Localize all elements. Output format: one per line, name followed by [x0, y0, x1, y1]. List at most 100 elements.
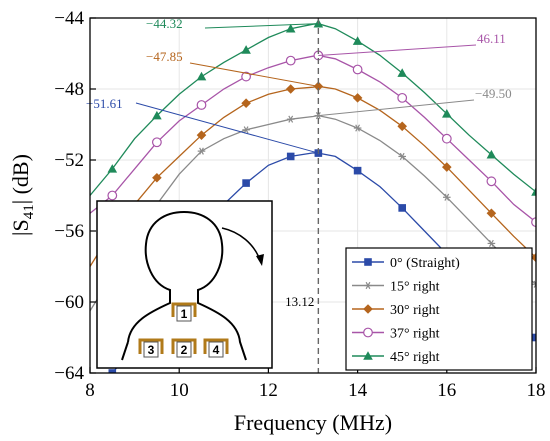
point-4-19 — [486, 149, 497, 159]
legend-entry-4: 45° right — [352, 350, 440, 365]
y-axis-title-main: |S — [8, 219, 33, 236]
y-tick-label-5: −44 — [54, 8, 84, 29]
point-2-17 — [442, 162, 452, 172]
point-0-15 — [398, 204, 406, 212]
legend-marker-4 — [363, 351, 373, 360]
y-tick-label-1: −60 — [54, 292, 84, 313]
y-tick-label-4: −48 — [54, 79, 84, 100]
human-silhouette-left-arm — [121, 341, 129, 361]
annotation-label-4: −44.32 — [146, 16, 183, 31]
antenna-4-label: 4 — [213, 343, 220, 357]
x-tick-label-1: 10 — [170, 380, 189, 401]
point-0-9 — [286, 152, 295, 161]
legend-entry-1: 15° right — [352, 280, 440, 295]
antenna-1-label: 1 — [181, 307, 188, 321]
legend-label-2: 30° right — [390, 303, 440, 318]
point-2-19 — [486, 208, 497, 219]
point-4-1 — [107, 164, 118, 173]
point-1-21 — [532, 280, 536, 288]
legend-label-1: 15° right — [390, 280, 440, 295]
y-axis-title: |S41| (dB) — [8, 154, 37, 236]
legend-entry-0: 0° (Straight) — [352, 256, 460, 271]
point-1-5 — [197, 147, 206, 155]
point-3-17 — [441, 133, 452, 144]
x-tick-label-2: 12 — [259, 380, 278, 401]
antenna-4: 4 — [203, 338, 229, 358]
y-tick-label-2: −56 — [54, 221, 84, 242]
x-tick-label-3: 14 — [348, 380, 368, 401]
annotation-leader-1 — [318, 99, 475, 117]
x-tick-label-4: 16 — [437, 380, 456, 401]
annotation-leader-4 — [204, 23, 319, 29]
axis-ticks: 8 10 12 14 16 18−64−60−56−52−48−44 — [54, 8, 545, 401]
point-2-9 — [285, 84, 296, 94]
point-2-15 — [397, 121, 407, 132]
inset-figure: 1 2 3 4 — [96, 200, 273, 369]
annotation-leader-0 — [135, 102, 319, 154]
point-4-17 — [442, 109, 452, 118]
legend-label-3: 37° right — [390, 327, 440, 342]
point-4-7 — [241, 45, 251, 54]
point-2-7 — [241, 98, 251, 108]
annotation-label-1: −49.50 — [475, 86, 512, 101]
point-0-21 — [532, 333, 536, 342]
antenna-1: 1 — [171, 302, 197, 322]
y-tick-label-0: −64 — [54, 363, 84, 384]
point-4-5 — [196, 71, 207, 81]
point-1-17 — [443, 193, 451, 201]
point-4-9 — [285, 23, 296, 33]
legend-marker-3 — [363, 327, 373, 338]
legend-label-4: 45° right — [390, 350, 440, 365]
point-1-13 — [353, 124, 362, 132]
point-3-19 — [486, 176, 497, 187]
point-2-13 — [352, 93, 363, 103]
antenna-2: 2 — [171, 338, 197, 358]
annotation-label-2: −47.85 — [146, 49, 183, 64]
point-2-3 — [152, 172, 162, 183]
legend-marker-1 — [364, 281, 372, 290]
point-3-13 — [352, 64, 363, 75]
point-3-15 — [397, 92, 408, 103]
point-4-15 — [397, 68, 407, 77]
annotation-layer: −51.61 −49.50 −47.85 46.11 −44.32 — [86, 16, 512, 154]
point-0-1 — [108, 369, 117, 373]
annotation-leader-3 — [318, 44, 477, 56]
human-silhouette — [127, 210, 247, 361]
legend-entry-3: 37° right — [352, 327, 440, 342]
annotation-label-0: −51.61 — [86, 96, 123, 111]
point-1-15 — [398, 152, 406, 161]
point-3-7 — [241, 71, 252, 82]
legend-marker-0 — [364, 258, 372, 266]
point-2-21 — [531, 252, 536, 263]
annotation-label-3: 46.11 — [477, 31, 506, 46]
point-1-9 — [286, 115, 295, 123]
y-tick-label-3: −52 — [54, 150, 84, 171]
y-axis-title-tail: | (dB) — [8, 154, 33, 204]
point-4-21 — [531, 187, 536, 196]
legend: 0° (Straight) 15° right 30° right 37° right… — [345, 247, 533, 371]
point-3-9 — [285, 55, 296, 66]
vertical-marker-label: 13.12 — [285, 294, 314, 309]
antenna-2-label: 2 — [181, 343, 188, 357]
point-1-19 — [487, 239, 496, 248]
x-tick-label-0: 8 — [85, 380, 95, 401]
annotation-leader-2 — [189, 62, 319, 87]
point-3-1 — [107, 190, 118, 201]
arrow-head-icon — [256, 254, 264, 266]
point-1-7 — [242, 126, 250, 134]
plot-frame — [89, 17, 537, 374]
point-3-3 — [151, 137, 162, 148]
x-axis-title: Frequency (MHz) — [234, 410, 392, 435]
legend-label-0: 0° (Straight) — [390, 256, 460, 271]
point-4-3 — [152, 110, 162, 120]
point-0-7 — [242, 179, 250, 187]
point-3-5 — [196, 100, 207, 110]
x-tick-label-5: 18 — [527, 380, 546, 401]
point-4-13 — [352, 36, 363, 45]
point-3-21 — [531, 217, 536, 228]
antenna-3: 3 — [138, 338, 164, 358]
y-axis-title-sub: 41 — [21, 204, 37, 219]
point-2-5 — [196, 130, 207, 140]
point-0-13 — [353, 166, 362, 175]
